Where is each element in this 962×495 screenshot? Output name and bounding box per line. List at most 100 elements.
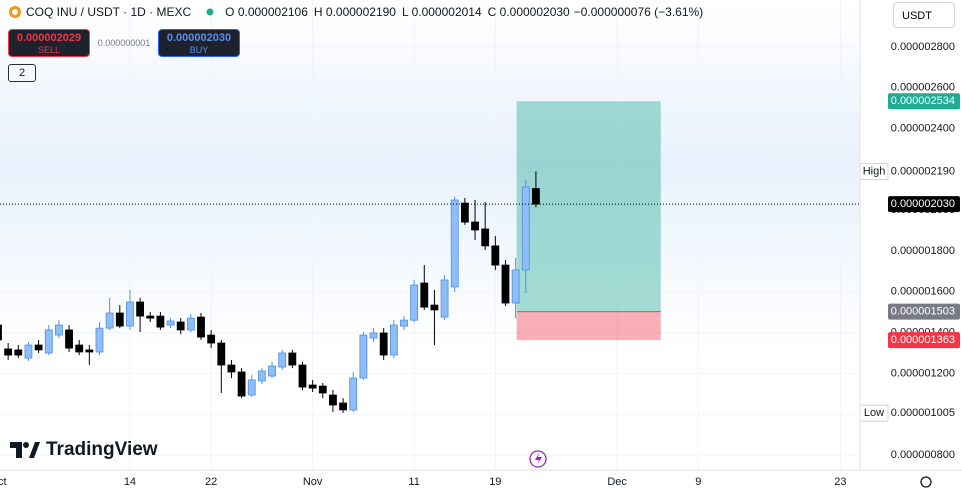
ohlc-value: 0.000002030	[499, 5, 570, 19]
events-icon-bolt	[535, 453, 542, 465]
buy-price: 0.000002030	[166, 32, 232, 44]
x-tick-label: 23	[834, 476, 846, 488]
price-marker	[888, 196, 960, 213]
candle-body	[471, 221, 479, 231]
candle-body	[329, 394, 337, 406]
x-tick-label: Oct	[0, 476, 7, 488]
marker-label: 0.000001005	[891, 407, 955, 419]
candle-body	[308, 384, 317, 389]
price-marker-label: 0.000001503	[891, 305, 955, 317]
candle-body	[430, 304, 439, 311]
candle-body	[4, 348, 13, 356]
x-tick-label: 9	[695, 476, 701, 488]
candle-body	[521, 186, 530, 271]
y-tick-label: 0.000001800	[891, 245, 955, 257]
candle-body	[450, 199, 459, 288]
price-marker	[888, 332, 960, 349]
x-tick-label: Dec	[607, 476, 627, 488]
candle-body	[34, 344, 43, 351]
marker-name: High	[863, 165, 886, 177]
y-tick-label: 0.000002600	[891, 82, 955, 94]
ohlc-value: 0.000002190	[325, 5, 396, 19]
candle-body	[460, 202, 469, 223]
candle-body	[268, 365, 276, 377]
events-icon[interactable]	[529, 450, 547, 468]
x-tick-label: Nov	[303, 476, 323, 488]
settings-icon[interactable]	[920, 476, 932, 488]
candle-body	[481, 228, 490, 247]
candle-body	[136, 301, 144, 317]
candle-body	[44, 329, 53, 354]
marker-background	[888, 163, 960, 180]
candle-body	[186, 317, 195, 331]
candle-body	[146, 315, 155, 319]
sell-price: 0.000002029	[16, 32, 82, 44]
ohlc-key: H	[313, 5, 323, 19]
candle-body	[420, 282, 429, 308]
candle-body	[400, 319, 408, 327]
candle-body	[288, 352, 297, 366]
candle-body	[349, 377, 358, 411]
buy-label: BUY	[189, 45, 209, 55]
logo-mark	[10, 442, 40, 458]
sell-button[interactable]: 0.000002029 SELL	[8, 29, 90, 57]
candle-body	[278, 352, 287, 368]
candle-body	[339, 402, 347, 411]
stop-zone	[516, 311, 661, 341]
candle-body	[54, 324, 63, 336]
candle-body	[410, 284, 419, 321]
candle-body	[318, 385, 327, 394]
candle-body	[257, 370, 266, 382]
candle-body	[359, 334, 368, 379]
ohlc-key: C	[487, 5, 497, 19]
symbol-icon	[9, 6, 21, 18]
candle-body	[440, 279, 449, 318]
candle-body	[126, 301, 134, 327]
candle-body	[247, 379, 256, 396]
ohlc-value: 0.000002106	[237, 5, 308, 19]
price-marker	[888, 93, 960, 110]
candle-body	[207, 334, 216, 344]
candle-body	[532, 188, 540, 205]
candle-body	[176, 321, 185, 331]
candle-body	[156, 315, 165, 328]
candle-body	[227, 364, 236, 373]
currency-select[interactable]: USDT	[893, 2, 955, 28]
candle-body	[389, 324, 398, 356]
buy-button[interactable]: 0.000002030 BUY	[158, 29, 240, 57]
candle-body	[0, 324, 2, 341]
candle-body	[65, 329, 73, 349]
legend: COQ INU / USDT · 1D · MEXC O 0.000002106…	[8, 5, 703, 19]
candle-body	[217, 342, 226, 366]
change: −0.000000076 (−3.61%)	[573, 5, 704, 19]
price-marker	[888, 303, 960, 320]
candle-body	[85, 349, 94, 353]
x-tick-label: 14	[124, 476, 136, 488]
candle-body	[95, 327, 104, 353]
candle-body	[237, 371, 246, 397]
x-tick-label: 19	[489, 476, 501, 488]
candle-body	[14, 349, 23, 356]
target-zone	[516, 101, 661, 312]
spread: 0.000000001	[97, 38, 151, 48]
candle-body	[115, 312, 124, 327]
price-marker-label: 0.000002534	[891, 95, 955, 107]
candle-body	[491, 245, 500, 266]
y-tick-label: 0.000001200	[891, 367, 955, 379]
plot-background	[0, 0, 860, 470]
x-tick-label: 11	[408, 476, 419, 488]
ohlc-key: L	[401, 5, 409, 19]
price-marker-label: 0.000002030	[891, 198, 955, 210]
candle-body	[379, 332, 388, 356]
indicators-toggle[interactable]: 2	[8, 64, 36, 82]
y-tick-label: 0.000002800	[891, 41, 955, 53]
symbol[interactable]: COQ INU / USDT · 1D · MEXC	[26, 5, 192, 19]
candle-body	[166, 320, 175, 326]
candle-body	[24, 344, 33, 359]
y-tick-label: 0.000001600	[891, 286, 955, 298]
status-dot	[206, 8, 214, 16]
ohlc-values: O 0.000002106 H 0.000002190 L 0.000002014 C…	[219, 5, 570, 19]
ohlc-value: 0.000002014	[411, 5, 482, 19]
